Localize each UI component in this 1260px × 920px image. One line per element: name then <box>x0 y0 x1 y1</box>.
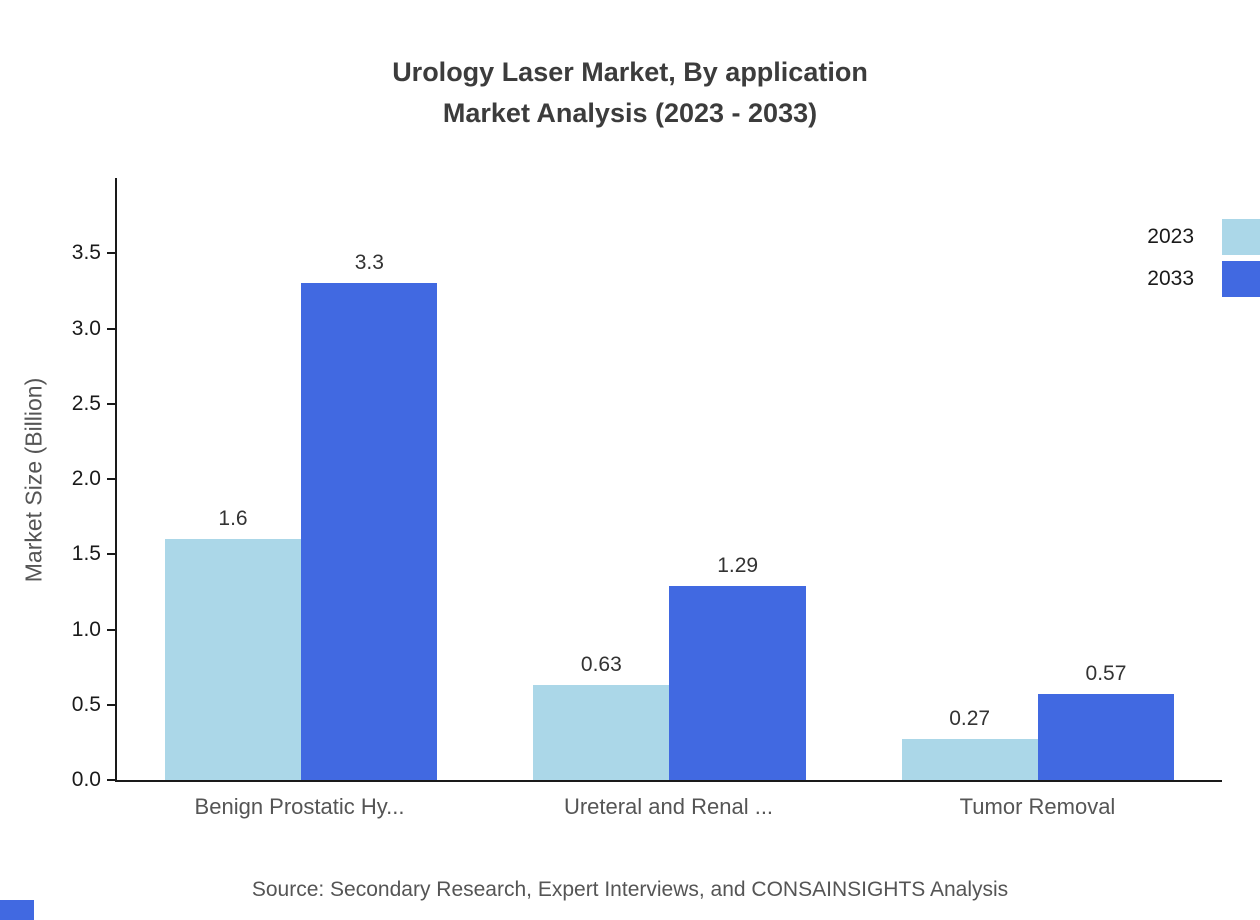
y-tick-mark <box>107 252 117 255</box>
bar-2023 <box>901 739 1038 780</box>
bar-value-label: 0.57 <box>1085 662 1127 686</box>
bar-value-label: 1.6 <box>218 507 248 531</box>
y-tick-mark <box>107 628 117 631</box>
y-tick-label: 2.0 <box>71 467 101 490</box>
bar-2023 <box>164 539 302 780</box>
bar-slot: 0.63 <box>533 178 670 780</box>
source-note: Source: Secondary Research, Expert Inter… <box>251 878 1009 901</box>
bar-groups: 1.6 3.3 0.63 1.29 0.27 0.57 <box>117 178 1222 780</box>
bar-2033 <box>1037 694 1175 780</box>
y-axis-ticks: 0.0 0.5 1.0 1.5 2.0 2.5 3.0 3.5 <box>72 178 1222 791</box>
y-tick-label: 0.5 <box>71 692 101 716</box>
bar-slot: 1.29 <box>669 178 806 780</box>
legend-label: 2023 <box>1147 225 1194 248</box>
y-tick-label: 3.0 <box>71 316 101 340</box>
bar-value-label: 1.29 <box>717 553 759 577</box>
y-axis-title: Market Size (Billion) <box>20 377 47 583</box>
plot-area: 0.0 0.5 1.0 1.5 2.0 2.5 3.0 3.5 1.6 3.3 0.63 1.29 0… <box>72 178 1222 791</box>
legend: 2023 2033 <box>1147 218 1260 298</box>
bar-group: 0.63 1.29 <box>485 178 853 780</box>
x-category-label: Benign Prostatic Hy... <box>194 794 405 819</box>
chart-title-block: Urology Laser Market, By application Mar… <box>0 52 1260 134</box>
bar-slot: 0.27 <box>901 178 1038 780</box>
x-axis-labels: Benign Prostatic Hy... Ureteral and Renal… <box>115 794 1222 820</box>
legend-item: 2023 <box>1147 218 1260 256</box>
y-tick-label: 0.0 <box>71 768 101 791</box>
legend-swatch <box>1222 219 1260 255</box>
bar-group: 0.27 0.57 <box>854 178 1222 780</box>
bar-2023 <box>533 685 670 780</box>
bar-slot: 0.57 <box>1037 178 1175 780</box>
x-category-label: Tumor Removal <box>959 794 1116 819</box>
y-tick-mark <box>107 327 117 330</box>
y-tick-label: 3.5 <box>71 241 101 265</box>
y-tick-label: 2.5 <box>71 391 101 415</box>
y-tick-mark <box>107 779 117 781</box>
bar-value-label: 0.63 <box>580 653 622 677</box>
legend-label: 2033 <box>1147 267 1194 290</box>
y-tick-mark <box>107 478 117 480</box>
bar-group: 1.6 3.3 <box>117 178 485 780</box>
corner-accent <box>0 900 34 920</box>
bar-slot: 1.6 <box>164 178 302 780</box>
legend-item: 2033 <box>1147 260 1260 298</box>
legend-swatch <box>1222 261 1260 297</box>
y-tick-mark <box>107 402 117 405</box>
bar-2033 <box>669 585 806 780</box>
bar-value-label: 0.27 <box>949 707 991 731</box>
bar-value-label: 3.3 <box>354 251 384 275</box>
bar-2033 <box>301 283 438 780</box>
chart-subtitle: Market Analysis (2023 - 2033) <box>442 98 818 128</box>
chart-title: Urology Laser Market, By application <box>392 57 868 87</box>
x-category-label: Ureteral and Renal ... <box>563 794 774 819</box>
bar-slot: 3.3 <box>301 178 438 780</box>
y-tick-mark <box>107 553 117 556</box>
y-tick-mark <box>107 703 117 706</box>
y-tick-label: 1.5 <box>71 542 101 566</box>
y-tick-label: 1.0 <box>71 617 101 641</box>
